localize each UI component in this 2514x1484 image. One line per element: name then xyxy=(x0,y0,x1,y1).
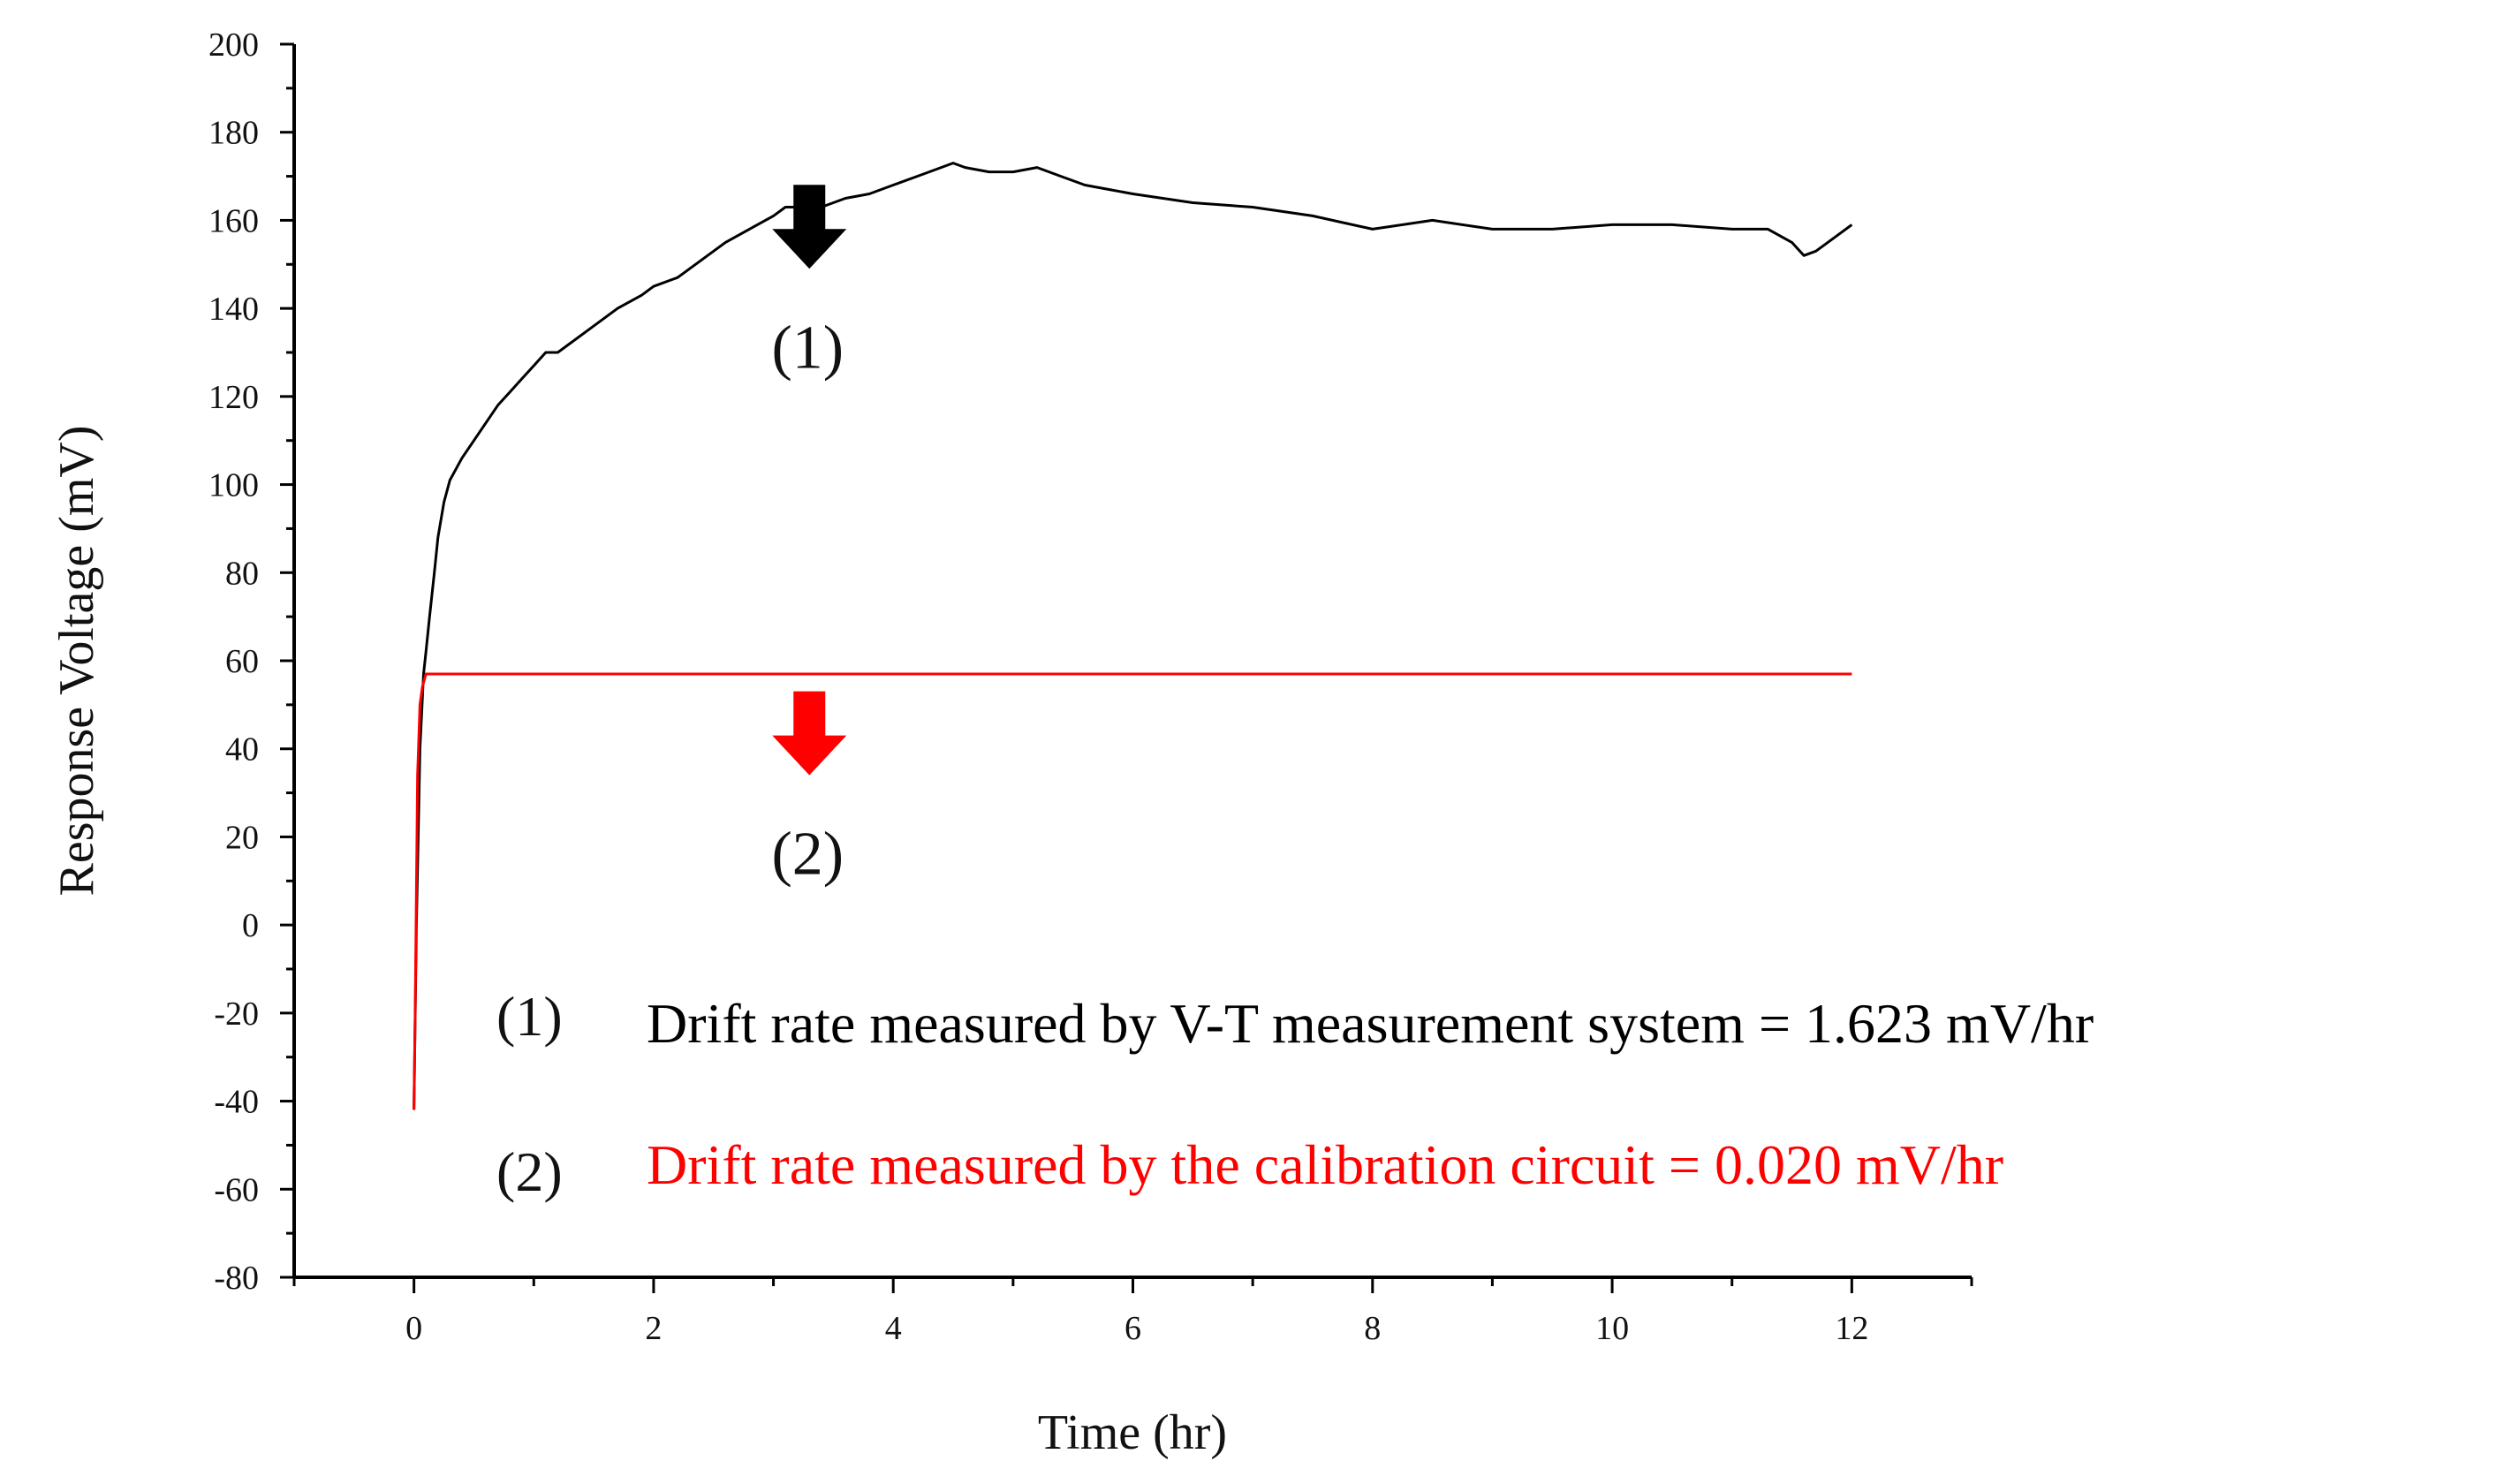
legend-text-1: Drift rate measured by V-T measurement s… xyxy=(647,992,2094,1055)
y-tick-label: 180 xyxy=(208,115,259,152)
annotation-arrow-1 xyxy=(772,185,847,269)
y-tick-label: -80 xyxy=(214,1260,259,1297)
y-tick-label: -20 xyxy=(214,996,259,1033)
legend: (1) Drift rate measured by V-T measureme… xyxy=(496,985,2094,1203)
x-tick-label: 6 xyxy=(1124,1310,1141,1347)
legend-text-2: Drift rate measured by the calibration c… xyxy=(647,1133,2003,1196)
annotation-layer: (1) (2) xyxy=(771,185,847,889)
x-tick-label: 8 xyxy=(1364,1310,1381,1347)
x-tick-label: 4 xyxy=(885,1310,902,1347)
y-tick-label: 140 xyxy=(208,291,259,328)
series-line-2 xyxy=(413,672,1852,1110)
y-tick-label: 120 xyxy=(208,379,259,416)
series-layer xyxy=(413,162,1853,1110)
x-tick-label: 0 xyxy=(405,1310,422,1347)
annotation-marker-2: (2) xyxy=(771,821,844,889)
y-tick-label: 0 xyxy=(242,907,259,944)
y-tick-label: 160 xyxy=(208,202,259,239)
y-tick-label: 80 xyxy=(225,555,259,592)
y-axis-title: Response Voltage (mV) xyxy=(49,426,104,897)
x-tick-label: 12 xyxy=(1835,1310,1868,1347)
series-line-1 xyxy=(413,162,1853,1110)
y-tick-label: 60 xyxy=(225,643,259,680)
x-tick-label: 2 xyxy=(645,1310,662,1347)
annotation-marker-1: (1) xyxy=(771,314,844,382)
x-tick-label: 10 xyxy=(1595,1310,1629,1347)
x-axis-ticks: 0 2 4 6 8 10 12 xyxy=(292,1277,1973,1347)
y-tick-label: -60 xyxy=(214,1171,259,1208)
y-tick-label: 100 xyxy=(208,467,259,504)
y-tick-label: -40 xyxy=(214,1084,259,1121)
legend-marker-2: (2) xyxy=(496,1140,563,1203)
annotation-arrow-2 xyxy=(772,691,847,776)
y-tick-label: 40 xyxy=(225,731,259,768)
x-axis-title: Time (hr) xyxy=(1038,1405,1227,1460)
y-tick-label: 20 xyxy=(225,819,259,856)
legend-marker-1: (1) xyxy=(496,985,563,1048)
y-tick-label: 200 xyxy=(208,26,259,64)
